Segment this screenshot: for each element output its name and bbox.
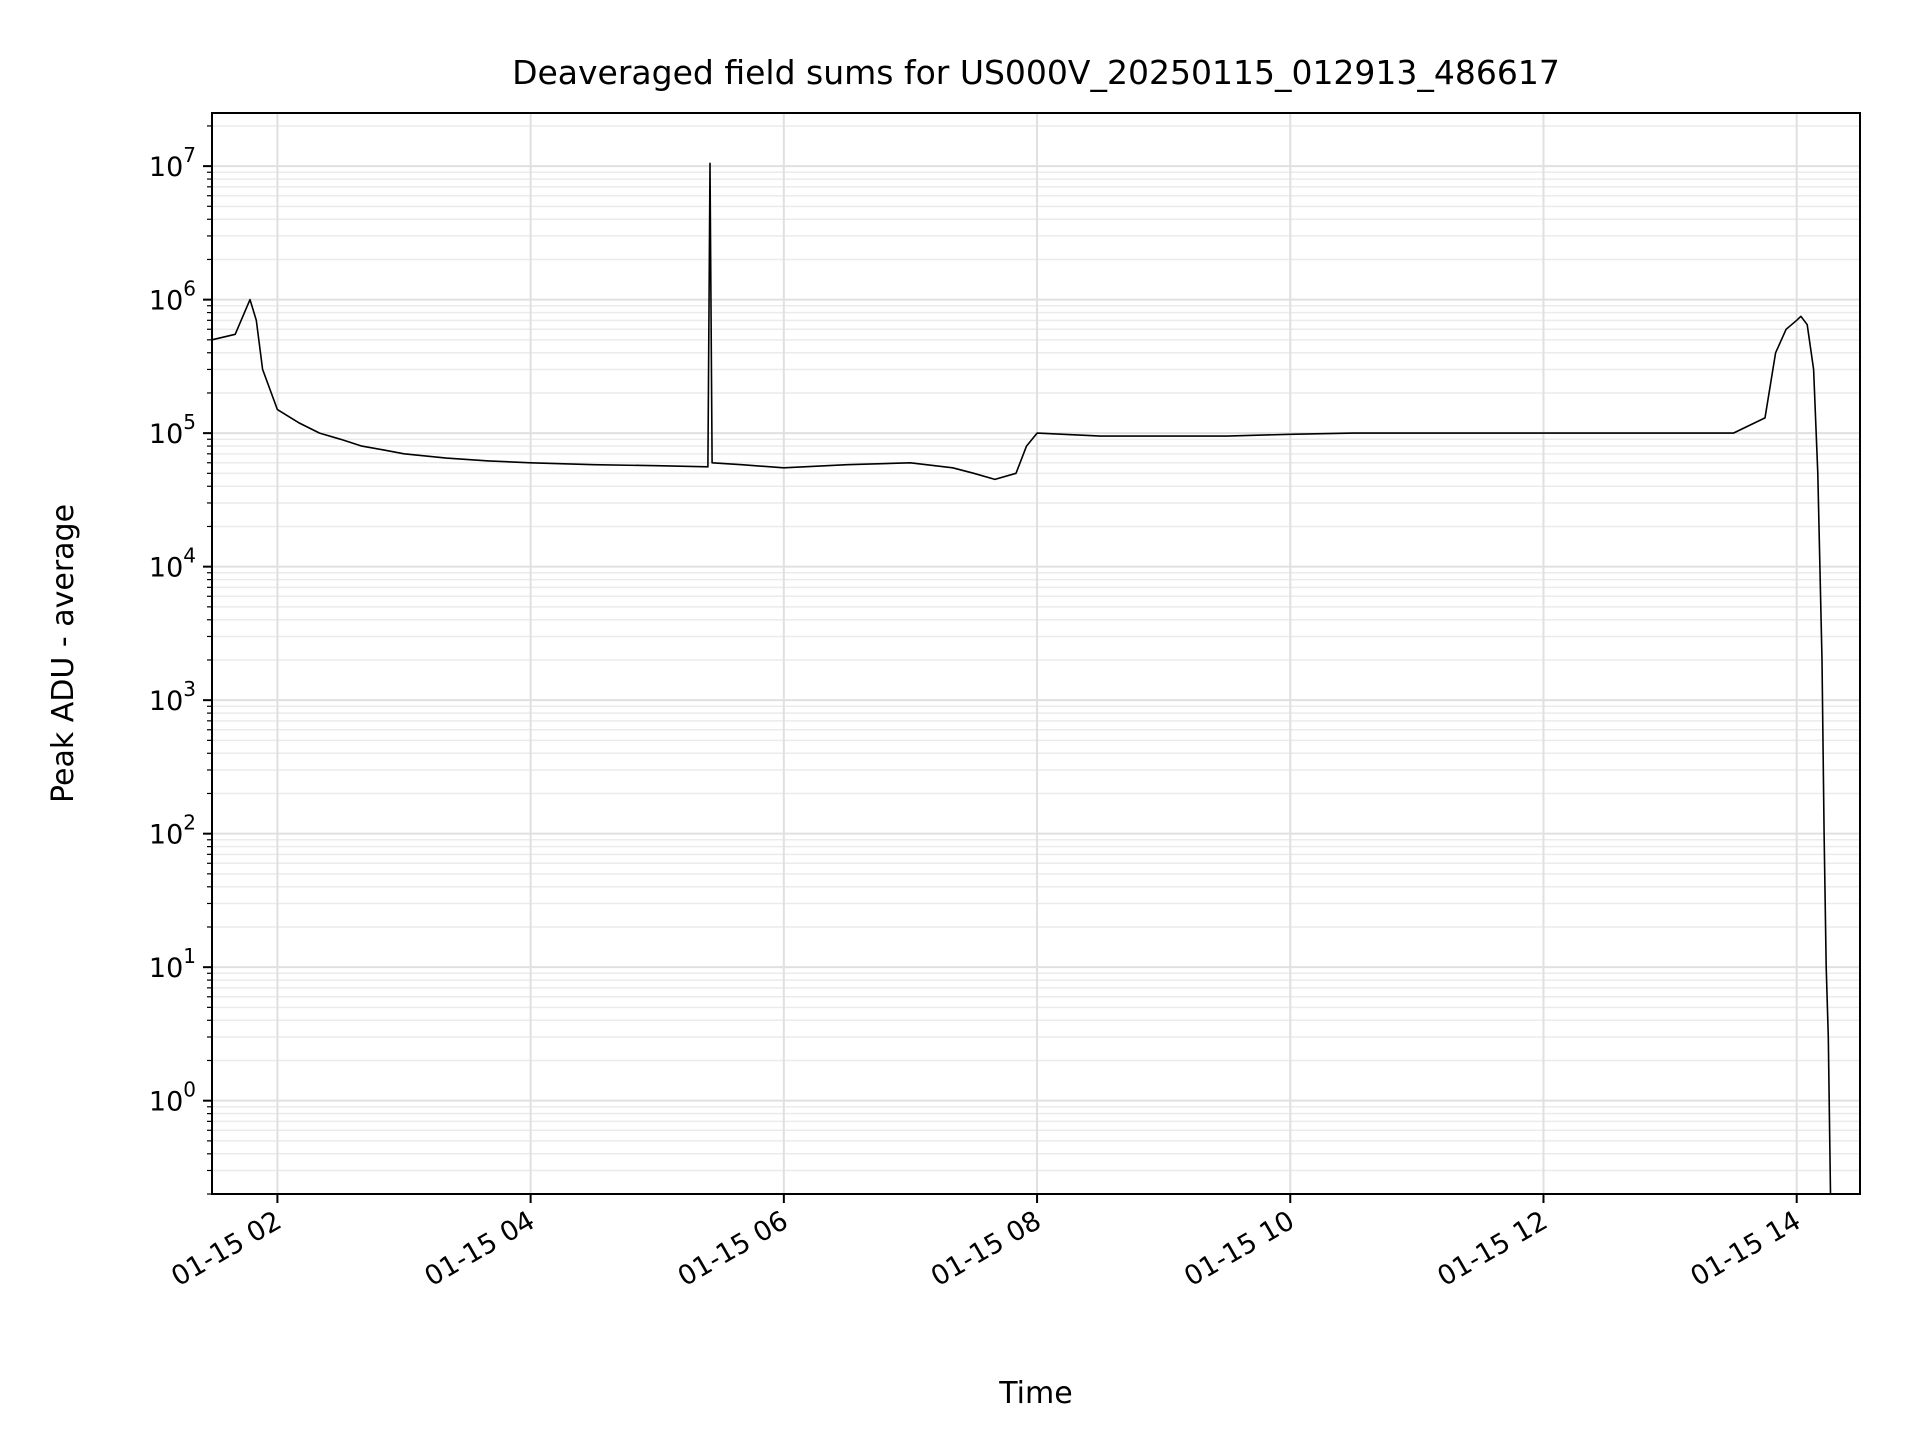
series-layer (211, 162, 1832, 1195)
y-tick-label: 105 (149, 410, 196, 450)
y-tick-label: 104 (149, 544, 196, 584)
plot-frame (211, 112, 1861, 1195)
y-tick-label: 101 (149, 944, 196, 984)
y-tick-label: 103 (149, 677, 196, 717)
series-line (211, 162, 1832, 1195)
y-tick-label: 107 (149, 143, 196, 183)
x-axis-label: Time (998, 1376, 1072, 1411)
y-axis-label: Peak ADU - average (46, 504, 81, 803)
y-tick-label: 106 (149, 277, 196, 317)
grid-lines (212, 113, 1860, 1195)
chart-title: Deaveraged field sums for US000V_2025011… (512, 53, 1560, 92)
y-tick-label: 102 (149, 811, 196, 851)
y-tick-label: 100 (149, 1078, 196, 1118)
